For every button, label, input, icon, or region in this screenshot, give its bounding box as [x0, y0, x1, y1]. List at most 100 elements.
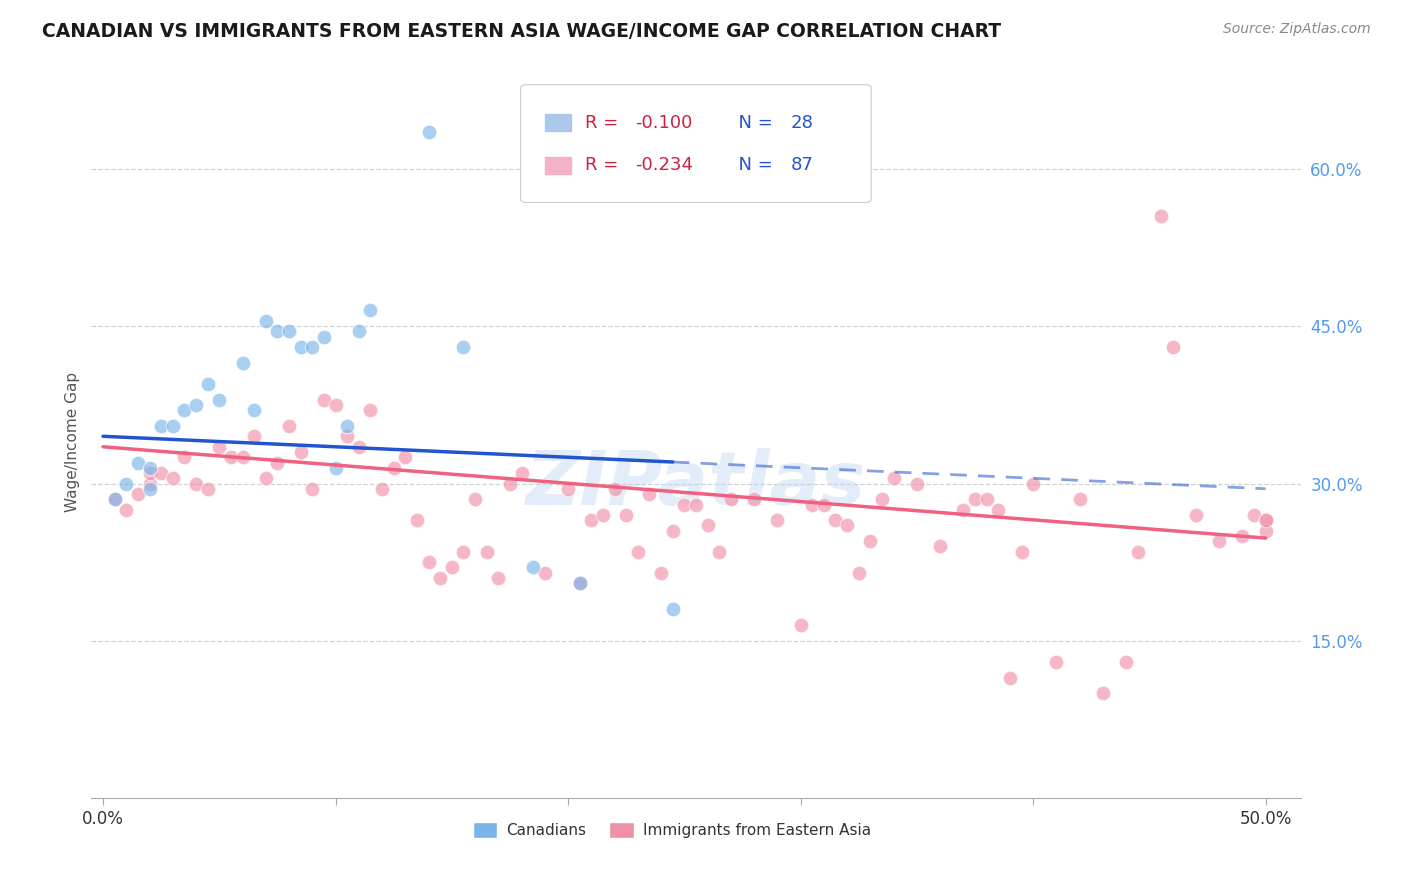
- Point: [418, 555, 440, 569]
- Point: [325, 460, 347, 475]
- Point: [290, 445, 312, 459]
- Point: [104, 492, 127, 507]
- Point: [1126, 545, 1149, 559]
- Point: [720, 492, 742, 507]
- Point: [976, 492, 998, 507]
- Point: [1022, 476, 1045, 491]
- Point: [290, 340, 312, 354]
- Point: [533, 566, 555, 580]
- Point: [266, 456, 288, 470]
- Point: [1185, 508, 1208, 522]
- Point: [627, 545, 650, 559]
- Point: [336, 418, 359, 433]
- Point: [709, 545, 731, 559]
- Point: [127, 487, 149, 501]
- Point: [312, 329, 335, 343]
- Point: [266, 324, 288, 338]
- Point: [138, 482, 160, 496]
- Legend: Canadians, Immigrants from Eastern Asia: Canadians, Immigrants from Eastern Asia: [467, 816, 877, 844]
- Point: [1254, 513, 1277, 527]
- Point: [115, 476, 138, 491]
- Point: [475, 545, 498, 559]
- FancyBboxPatch shape: [520, 85, 872, 202]
- Point: [429, 571, 451, 585]
- Point: [987, 502, 1010, 516]
- Point: [197, 376, 219, 391]
- Point: [162, 418, 184, 433]
- Point: [138, 460, 160, 475]
- Point: [162, 471, 184, 485]
- Point: [614, 508, 637, 522]
- Point: [1243, 508, 1265, 522]
- Point: [1254, 513, 1277, 527]
- Point: [568, 576, 591, 591]
- Point: [1115, 655, 1137, 669]
- Point: [1091, 686, 1114, 700]
- Point: [1161, 340, 1184, 354]
- Point: [371, 482, 394, 496]
- Point: [347, 324, 370, 338]
- Point: [742, 492, 765, 507]
- Point: [127, 456, 149, 470]
- Point: [301, 482, 323, 496]
- Point: [243, 403, 266, 417]
- Point: [801, 498, 824, 512]
- Point: [486, 571, 509, 585]
- Y-axis label: Wage/Income Gap: Wage/Income Gap: [65, 371, 80, 512]
- Point: [104, 492, 127, 507]
- Point: [336, 429, 359, 443]
- FancyBboxPatch shape: [544, 114, 571, 131]
- Text: ZIPatlas: ZIPatlas: [526, 448, 866, 521]
- Point: [208, 440, 231, 454]
- Point: [347, 440, 370, 454]
- Point: [848, 566, 870, 580]
- Point: [464, 492, 486, 507]
- Point: [685, 498, 707, 512]
- Point: [301, 340, 323, 354]
- Point: [568, 576, 591, 591]
- Point: [1232, 529, 1254, 543]
- Point: [963, 492, 986, 507]
- Point: [197, 482, 219, 496]
- Point: [1254, 524, 1277, 538]
- Point: [1150, 209, 1173, 223]
- Point: [766, 513, 789, 527]
- Point: [325, 398, 347, 412]
- Point: [929, 540, 952, 554]
- Text: -0.234: -0.234: [636, 156, 693, 174]
- FancyBboxPatch shape: [544, 157, 571, 174]
- Point: [835, 518, 858, 533]
- Point: [813, 498, 835, 512]
- Point: [499, 476, 522, 491]
- Point: [789, 618, 811, 632]
- Text: R =: R =: [585, 113, 624, 131]
- Point: [661, 524, 683, 538]
- Point: [696, 518, 718, 533]
- Point: [453, 340, 475, 354]
- Point: [138, 466, 160, 480]
- Point: [231, 450, 253, 465]
- Text: 28: 28: [790, 113, 813, 131]
- Text: N =: N =: [727, 156, 779, 174]
- Text: R =: R =: [585, 156, 624, 174]
- Point: [382, 460, 405, 475]
- Point: [638, 487, 661, 501]
- Point: [278, 324, 301, 338]
- Point: [418, 125, 440, 139]
- Point: [1069, 492, 1091, 507]
- Point: [453, 545, 475, 559]
- Point: [1208, 534, 1230, 549]
- Point: [581, 513, 603, 527]
- Point: [406, 513, 429, 527]
- Point: [394, 450, 416, 465]
- Point: [557, 482, 579, 496]
- Point: [661, 602, 683, 616]
- Text: Source: ZipAtlas.com: Source: ZipAtlas.com: [1223, 22, 1371, 37]
- Text: CANADIAN VS IMMIGRANTS FROM EASTERN ASIA WAGE/INCOME GAP CORRELATION CHART: CANADIAN VS IMMIGRANTS FROM EASTERN ASIA…: [42, 22, 1001, 41]
- Point: [173, 450, 195, 465]
- Point: [278, 418, 301, 433]
- Point: [592, 508, 614, 522]
- Point: [673, 498, 696, 512]
- Point: [115, 502, 138, 516]
- Point: [522, 560, 544, 574]
